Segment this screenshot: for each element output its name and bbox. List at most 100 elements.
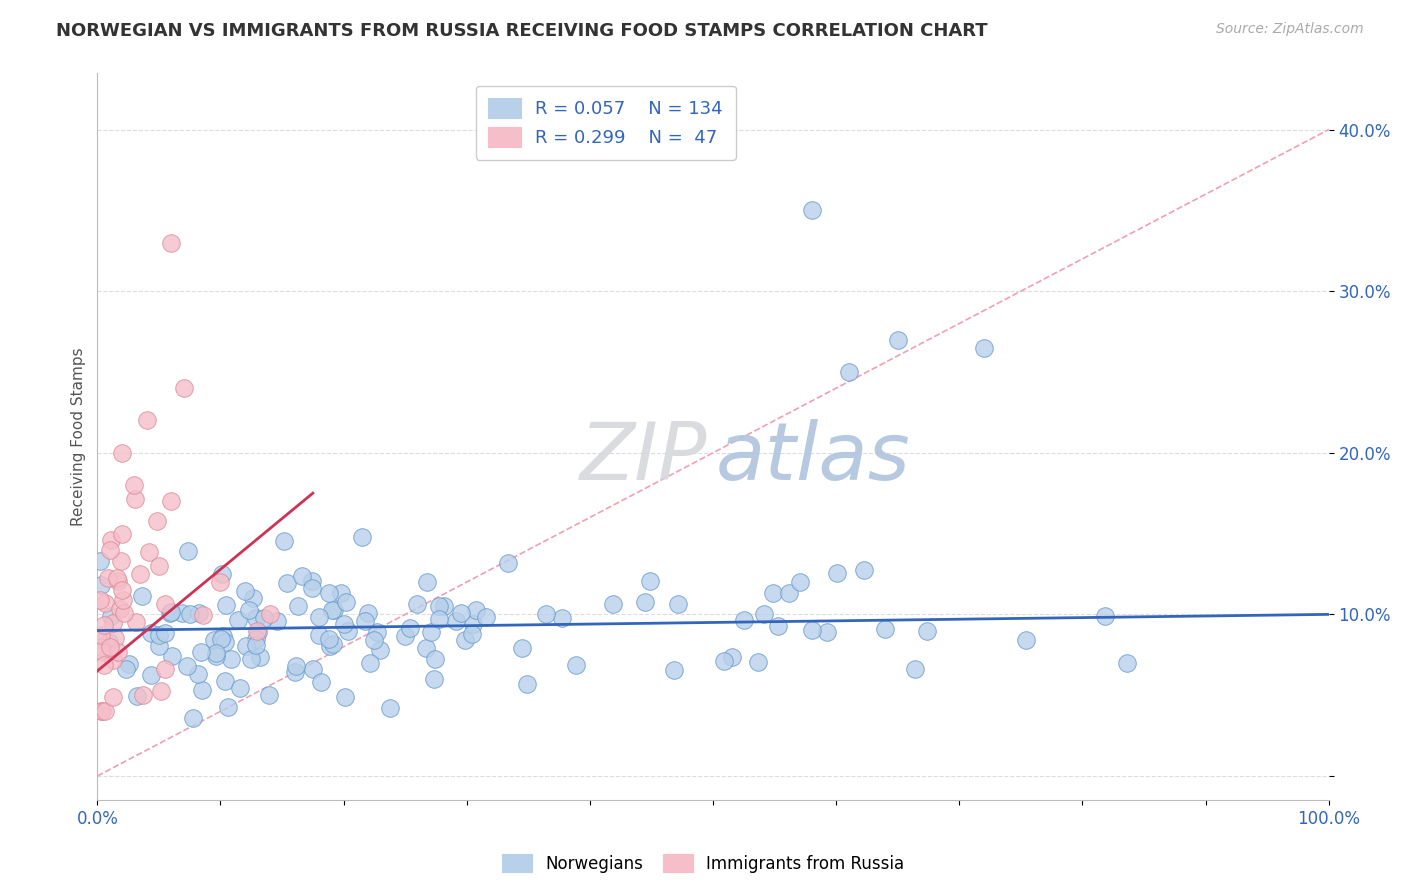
Point [107, 574, 129, 589]
Point [187, 606, 209, 620]
Point [733, 613, 755, 627]
Point [179, 607, 201, 621]
Point [415, 641, 437, 656]
Point [634, 594, 657, 608]
Y-axis label: Receiving Food Stamps: Receiving Food Stamps [72, 347, 86, 526]
Point [173, 381, 195, 395]
Point [141, 625, 163, 640]
Point [131, 589, 153, 603]
Point [125, 615, 148, 629]
Point [246, 625, 269, 640]
Point [713, 654, 735, 668]
Point [89, 553, 111, 567]
Point [565, 658, 588, 673]
Point [93, 658, 115, 673]
Point [89, 593, 111, 607]
Point [318, 586, 340, 600]
Point [93, 618, 115, 632]
Point [302, 662, 325, 676]
Point [322, 603, 344, 617]
Point [322, 637, 344, 651]
Text: ZIP: ZIP [579, 419, 707, 498]
Point [352, 530, 374, 544]
Point [176, 658, 198, 673]
Point [87, 632, 110, 647]
Point [668, 597, 690, 611]
Point [887, 333, 910, 347]
Point [301, 581, 323, 595]
Point [1116, 656, 1139, 670]
Legend: Norwegians, Immigrants from Russia: Norwegians, Immigrants from Russia [495, 847, 911, 880]
Point [308, 609, 330, 624]
Point [301, 574, 323, 588]
Point [141, 668, 163, 682]
Point [973, 341, 995, 355]
Point [460, 627, 482, 641]
Text: atlas: atlas [716, 419, 910, 498]
Point [721, 650, 744, 665]
Point [94, 596, 117, 610]
Point [853, 563, 876, 577]
Point [90, 627, 112, 641]
Point [233, 583, 256, 598]
Point [191, 682, 214, 697]
Point [266, 614, 288, 628]
Point [416, 574, 439, 589]
Point [107, 570, 129, 584]
Point [335, 595, 357, 609]
Point [103, 690, 125, 704]
Point [308, 628, 330, 642]
Point [429, 599, 451, 614]
Point [98, 640, 121, 654]
Point [423, 652, 446, 666]
Point [1094, 609, 1116, 624]
Point [245, 611, 267, 625]
Point [752, 607, 775, 621]
Point [287, 599, 309, 613]
Point [318, 632, 340, 647]
Point [132, 688, 155, 702]
Point [285, 658, 308, 673]
Point [111, 592, 134, 607]
Point [318, 639, 340, 653]
Point [90, 704, 112, 718]
Point [825, 566, 848, 580]
Point [221, 651, 243, 665]
Point [461, 616, 484, 631]
Point [160, 494, 183, 508]
Point [204, 648, 226, 663]
Point [211, 567, 233, 582]
Point [124, 492, 146, 507]
Point [419, 624, 441, 639]
Point [211, 629, 233, 643]
Point [321, 603, 343, 617]
Point [155, 626, 177, 640]
Point [148, 628, 170, 642]
Point [363, 633, 385, 648]
Point [354, 615, 377, 629]
Point [135, 413, 157, 427]
Point [226, 613, 249, 627]
Point [259, 607, 281, 622]
Point [276, 575, 298, 590]
Point [97, 570, 120, 584]
Text: NORWEGIAN VS IMMIGRANTS FROM RUSSIA RECEIVING FOOD STAMPS CORRELATION CHART: NORWEGIAN VS IMMIGRANTS FROM RUSSIA RECE… [56, 22, 988, 40]
Point [90, 704, 112, 718]
Point [800, 624, 823, 638]
Point [903, 662, 925, 676]
Point [217, 700, 239, 714]
Point [516, 677, 538, 691]
Point [150, 683, 173, 698]
Point [191, 608, 214, 623]
Point [97, 635, 120, 649]
Point [110, 554, 132, 568]
Point [204, 647, 226, 661]
Point [90, 640, 112, 654]
Point [181, 711, 204, 725]
Point [148, 558, 170, 573]
Point [496, 557, 519, 571]
Point [249, 650, 271, 665]
Point [747, 655, 769, 669]
Point [450, 607, 472, 621]
Point [155, 662, 177, 676]
